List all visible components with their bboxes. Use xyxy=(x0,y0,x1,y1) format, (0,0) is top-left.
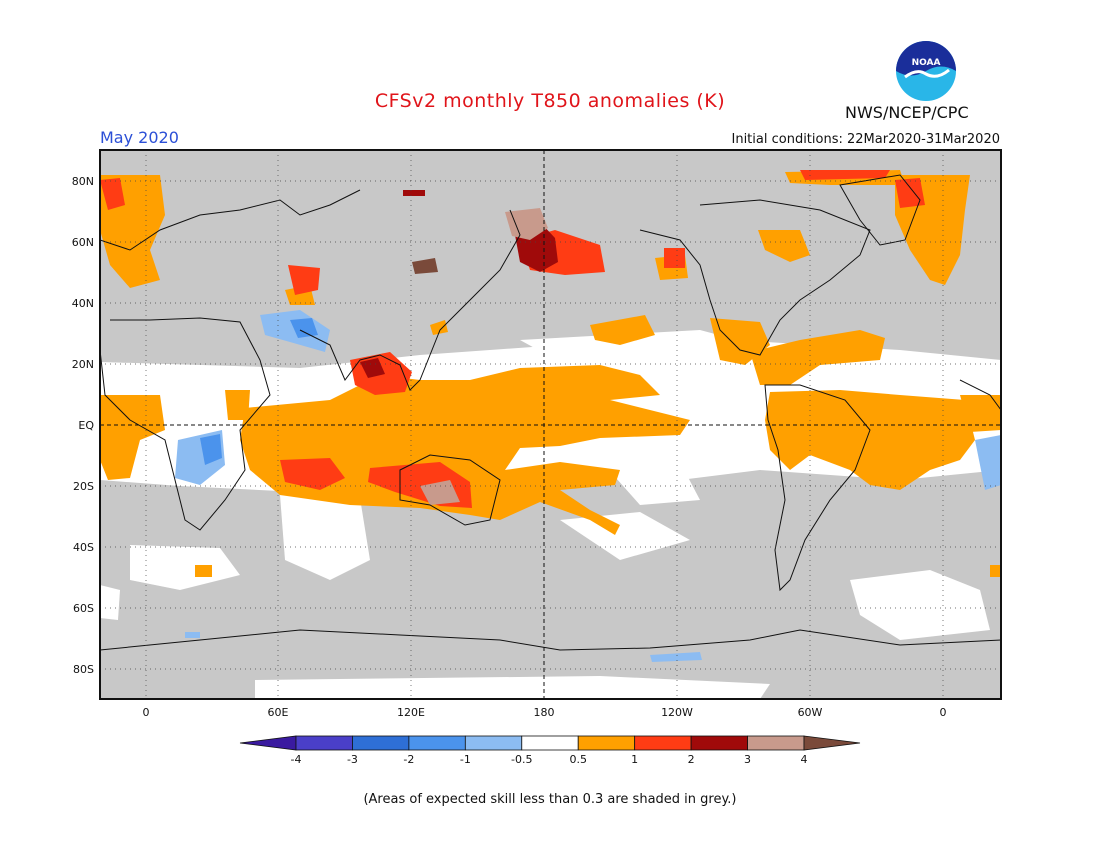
color-bar-swatch xyxy=(521,735,579,751)
coastline-antarctica xyxy=(100,629,1001,651)
very-strong-warm-area xyxy=(403,190,425,196)
lon-label: 180 xyxy=(534,706,555,719)
skill-note: (Areas of expected skill less than 0.3 a… xyxy=(363,792,737,807)
lon-label: 120W xyxy=(661,706,693,719)
warm-anomaly-area xyxy=(590,315,655,345)
initial-conditions: Initial conditions: 22Mar2020-31Mar2020 xyxy=(731,132,1001,147)
color-bar-swatch xyxy=(295,735,353,751)
strong-warm-area xyxy=(288,265,320,295)
lon-label: 120E xyxy=(397,706,425,719)
coastline-australia xyxy=(399,454,501,526)
neutral-area xyxy=(520,330,760,362)
cool-anomaly-area xyxy=(200,434,222,465)
strong-warm-area xyxy=(100,178,125,210)
strong-warm-area xyxy=(280,458,345,490)
neutral-area xyxy=(130,545,240,590)
warm-anomaly-area xyxy=(240,365,690,535)
neutral-area xyxy=(850,570,990,640)
very-strong-warm-area xyxy=(360,358,385,378)
color-bar-label: 1 xyxy=(631,753,638,766)
color-bar-label: -3 xyxy=(347,753,358,766)
neutral-area xyxy=(255,676,770,699)
graticule xyxy=(100,150,1001,699)
logo-text: NOAA xyxy=(912,58,941,68)
lat-label: 80N xyxy=(72,175,94,188)
cool-anomaly-area xyxy=(185,632,200,638)
coastline-africa-east xyxy=(959,379,1001,411)
coastline-north-america xyxy=(639,199,871,356)
extreme-warm-area xyxy=(505,208,548,240)
color-bar-labels: -4 -3 -2 -1 -0.5 0.5 1 2 3 4 xyxy=(291,753,808,766)
color-bar-swatch xyxy=(577,735,636,751)
neutral-area xyxy=(100,585,120,620)
lon-label: 60E xyxy=(268,706,289,719)
map-frame xyxy=(99,149,1002,700)
neutral-area xyxy=(560,512,690,560)
warm-anomaly-area xyxy=(990,565,1001,577)
warm-anomaly-area xyxy=(225,390,250,420)
lat-label: 20S xyxy=(73,480,94,493)
noaa-logo: NOAA xyxy=(896,41,956,101)
cool-anomaly-area xyxy=(650,652,702,662)
map-title: CFSv2 monthly T850 anomalies (K) xyxy=(374,90,726,112)
color-bar-label: 2 xyxy=(688,753,695,766)
lat-label: 20N xyxy=(72,358,94,371)
strong-warm-area xyxy=(895,178,925,208)
cool-anomaly-area xyxy=(975,435,1001,490)
coastline-africa xyxy=(100,317,271,531)
color-bar-label: -0.5 xyxy=(511,753,532,766)
color-bar-swatch xyxy=(352,735,410,751)
lon-label: 60W xyxy=(798,706,823,719)
color-bar-swatch xyxy=(747,735,805,751)
beyond-scale-warm-area xyxy=(412,258,438,274)
coastlines xyxy=(100,174,1001,651)
cool-anomaly-area xyxy=(290,318,318,338)
neutral-area xyxy=(600,460,700,505)
longitude-labels: 0 60E 120E 180 120W 60W 0 xyxy=(143,706,947,719)
color-bar-label: -1 xyxy=(460,753,471,766)
color-bar-swatch xyxy=(634,735,692,751)
color-bar-label: -4 xyxy=(291,753,302,766)
color-bar-label: -2 xyxy=(403,753,414,766)
strong-warm-area xyxy=(664,248,685,268)
warm-anomaly-area xyxy=(750,330,885,385)
forecast-period: May 2020 xyxy=(100,128,179,147)
lon-label: 0 xyxy=(143,706,150,719)
warm-anomaly-area xyxy=(758,230,810,262)
lat-label: 40S xyxy=(73,541,94,554)
color-bar-swatch xyxy=(464,735,523,751)
warm-anomaly-area xyxy=(195,565,212,577)
color-bar-low-end xyxy=(239,735,297,751)
lat-label: 80S xyxy=(73,663,94,676)
strong-warm-area xyxy=(800,170,890,180)
coastline-south-america xyxy=(764,384,871,592)
warm-anomaly-area xyxy=(430,320,448,335)
lon-label: 0 xyxy=(940,706,947,719)
latitude-labels: 80N 60N 40N 20N EQ 20S 40S 60S 80S xyxy=(72,175,95,676)
warm-anomaly-area xyxy=(960,395,1001,432)
color-bar-swatch xyxy=(408,735,466,751)
coastline-europe xyxy=(100,189,361,251)
color-bar-label: 3 xyxy=(744,753,751,766)
agency-label: NWS/NCEP/CPC xyxy=(845,103,969,122)
warm-anomaly-area xyxy=(100,395,165,480)
color-bar-high-end xyxy=(803,735,861,751)
coastline-asia xyxy=(299,209,521,391)
lat-label: 60N xyxy=(72,236,94,249)
neutral-area xyxy=(280,495,370,580)
color-bar-label: 0.5 xyxy=(569,753,587,766)
coastline-greenland xyxy=(839,174,921,246)
lat-label: EQ xyxy=(78,419,94,432)
color-bar-swatch xyxy=(690,735,748,751)
lat-label: 40N xyxy=(72,297,94,310)
color-bar xyxy=(239,735,861,751)
color-bar-label: 4 xyxy=(801,753,808,766)
lat-label: 60S xyxy=(73,602,94,615)
anomaly-fields xyxy=(100,170,1001,699)
warm-anomaly-area xyxy=(765,390,975,490)
